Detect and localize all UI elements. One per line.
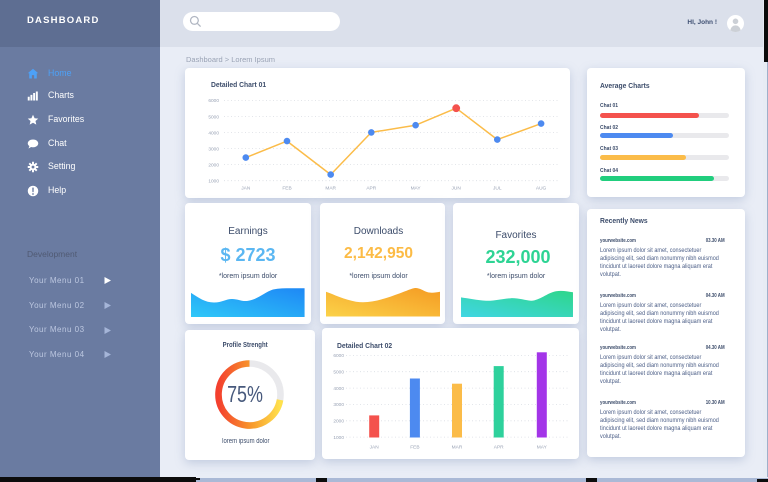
svg-text:JAN: JAN [241, 186, 251, 192]
svg-text:6000: 6000 [208, 98, 219, 104]
svg-text:4000: 4000 [333, 386, 344, 392]
svg-text:MAY: MAY [537, 445, 548, 451]
svg-text:AUG: AUG [536, 186, 547, 192]
svg-text:MAY: MAY [411, 186, 422, 192]
svg-text:MAR: MAR [325, 186, 336, 192]
svg-text:5000: 5000 [333, 370, 344, 376]
svg-text:6000: 6000 [333, 353, 344, 359]
svg-text:FEB: FEB [410, 445, 419, 451]
svg-text:JAN: JAN [370, 445, 380, 451]
svg-text:5000: 5000 [208, 114, 219, 120]
svg-text:FEB: FEB [282, 186, 291, 192]
svg-text:2000: 2000 [208, 162, 219, 168]
svg-text:APR: APR [494, 445, 504, 451]
svg-text:3000: 3000 [333, 402, 344, 408]
svg-text:3000: 3000 [208, 146, 219, 152]
svg-text:1000: 1000 [333, 435, 344, 441]
svg-text:2000: 2000 [333, 419, 344, 425]
svg-text:1000: 1000 [208, 179, 219, 185]
svg-text:JUL: JUL [493, 186, 502, 192]
svg-text:APR: APR [366, 186, 376, 192]
svg-text:JUN: JUN [452, 186, 462, 192]
svg-text:4000: 4000 [208, 130, 219, 136]
svg-text:MAR: MAR [452, 445, 463, 451]
